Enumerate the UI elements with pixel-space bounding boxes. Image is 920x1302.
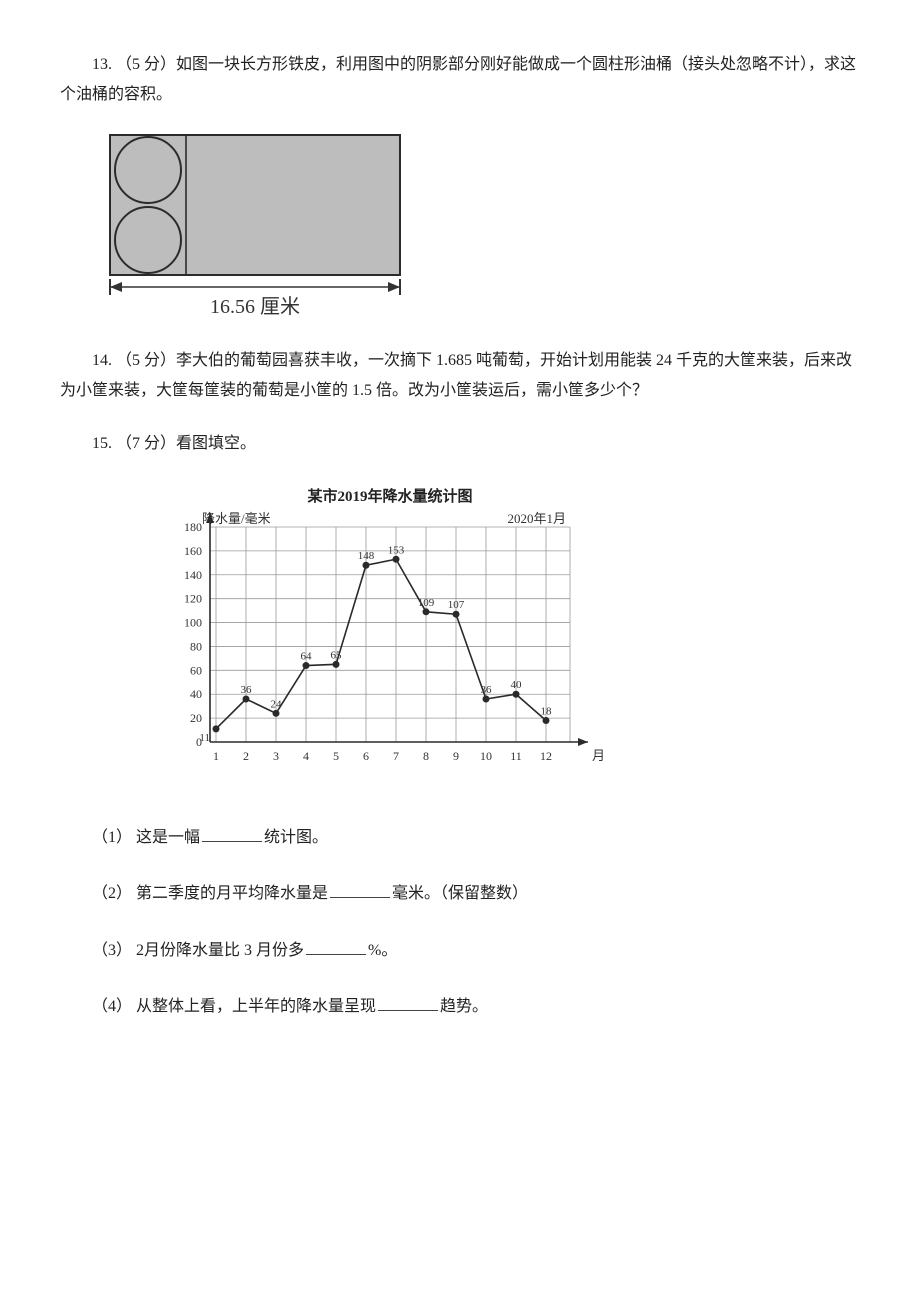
q15-sub1-a: （1） 这是一幅 — [92, 829, 200, 846]
svg-text:11: 11 — [199, 732, 210, 744]
svg-text:2020年1月: 2020年1月 — [507, 511, 566, 526]
q15-sub2-a: （2） 第二季度的月平均降水量是 — [92, 885, 328, 902]
svg-text:9: 9 — [453, 749, 459, 763]
svg-text:18: 18 — [541, 705, 553, 717]
svg-text:某市2019年降水量统计图: 某市2019年降水量统计图 — [307, 487, 472, 505]
svg-text:10: 10 — [480, 749, 492, 763]
blank-2 — [330, 881, 390, 898]
question-15-text: 15. （7 分）看图填空。 — [60, 429, 860, 459]
svg-text:180: 180 — [184, 520, 202, 534]
q15-sub1-b: 统计图。 — [264, 829, 328, 846]
question-13-text: 13. （5 分）如图一块长方形铁皮，利用图中的阴影部分刚好能做成一个圆柱形油桶… — [60, 50, 860, 111]
svg-text:109: 109 — [418, 597, 435, 609]
svg-text:24: 24 — [271, 698, 283, 710]
svg-text:7: 7 — [393, 749, 399, 763]
q15-chart: 某市2019年降水量统计图2020年1月降水量/毫米02040608010012… — [140, 477, 860, 797]
question-14-text: 14. （5 分）李大伯的葡萄园喜获丰收，一次摘下 1.685 吨葡萄，开始计划… — [60, 346, 860, 407]
q13-svg: 16.56 厘米 — [104, 129, 414, 324]
q15-sub2: （2） 第二季度的月平均降水量是 毫米。（保留整数） — [60, 879, 860, 909]
svg-text:1: 1 — [213, 749, 219, 763]
q15-sub3-b: %。 — [368, 942, 397, 959]
svg-text:64: 64 — [301, 651, 313, 663]
q15-sub4-b: 趋势。 — [440, 998, 488, 1015]
q15-sub1: （1） 这是一幅 统计图。 — [60, 823, 860, 853]
svg-text:40: 40 — [190, 687, 202, 701]
svg-text:11: 11 — [510, 749, 522, 763]
svg-text:36: 36 — [241, 684, 253, 696]
svg-text:3: 3 — [273, 749, 279, 763]
svg-text:140: 140 — [184, 568, 202, 582]
svg-text:2: 2 — [243, 749, 249, 763]
q13-figure: 16.56 厘米 — [104, 129, 860, 324]
rainfall-line-chart: 某市2019年降水量统计图2020年1月降水量/毫米02040608010012… — [140, 477, 620, 797]
svg-text:120: 120 — [184, 592, 202, 606]
svg-text:107: 107 — [448, 599, 465, 611]
q15-sub4: （4） 从整体上看，上半年的降水量呈现 趋势。 — [60, 992, 860, 1022]
blank-4 — [378, 994, 438, 1011]
svg-text:16.56 厘米: 16.56 厘米 — [210, 295, 300, 318]
q15-sub2-b: 毫米。（保留整数） — [392, 885, 528, 902]
svg-text:160: 160 — [184, 544, 202, 558]
svg-text:148: 148 — [358, 550, 375, 562]
svg-text:60: 60 — [190, 663, 202, 677]
q15-sub4-a: （4） 从整体上看，上半年的降水量呈现 — [92, 998, 376, 1015]
svg-text:40: 40 — [511, 679, 523, 691]
svg-text:36: 36 — [481, 684, 493, 696]
svg-text:降水量/毫米: 降水量/毫米 — [202, 511, 271, 526]
svg-text:月: 月 — [592, 748, 605, 763]
svg-text:8: 8 — [423, 749, 429, 763]
svg-text:153: 153 — [388, 544, 405, 556]
q15-sub3: （3） 2月份降水量比 3 月份多 %。 — [60, 936, 860, 966]
q15-sub3-a: （3） 2月份降水量比 3 月份多 — [92, 942, 304, 959]
blank-1 — [202, 825, 262, 842]
svg-text:100: 100 — [184, 616, 202, 630]
svg-text:5: 5 — [333, 749, 339, 763]
svg-text:80: 80 — [190, 639, 202, 653]
svg-text:65: 65 — [331, 649, 343, 661]
blank-3 — [306, 938, 366, 955]
svg-text:4: 4 — [303, 749, 309, 763]
svg-text:6: 6 — [363, 749, 369, 763]
svg-text:20: 20 — [190, 711, 202, 725]
svg-text:12: 12 — [540, 749, 552, 763]
